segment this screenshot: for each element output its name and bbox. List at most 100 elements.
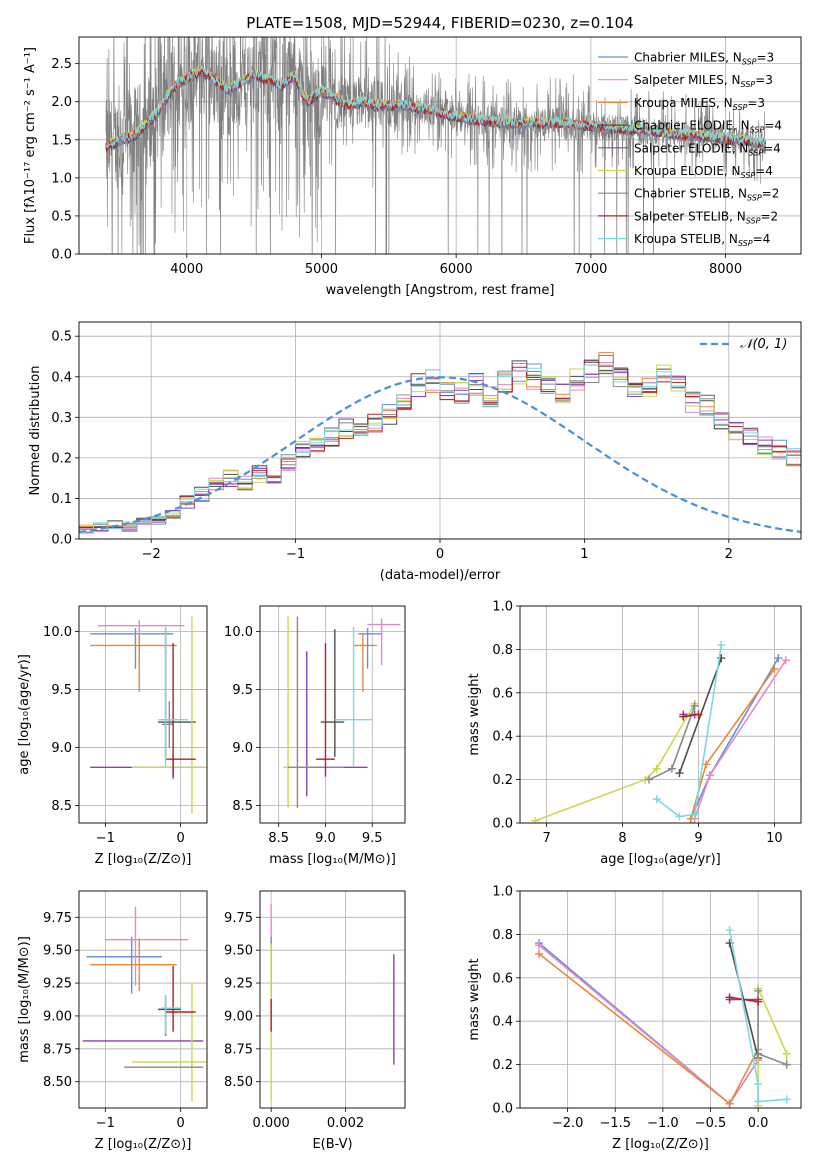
mass_weight_vs_age-frame [519, 605, 802, 824]
weight-line-kroupa_miles [690, 668, 776, 819]
mass_vs_ebv-ytick-label: 9.00 [224, 1009, 253, 1024]
mass_vs_Z-xtick-label: 0 [177, 1116, 185, 1131]
age_vs_Z-ytick-label: 10.0 [43, 625, 72, 640]
weight-point-chabrier_stelib [754, 986, 763, 995]
spectrum-xtick-label: 8000 [709, 262, 742, 277]
mass_vs_Z-panel: −1 0 8.50 8.75 9.00 9.25 9.50 9.75 Z [log₁₀(Z/Z⊙… [17, 890, 208, 1152]
mass_weight_vs_age-ylabel: mass weight [467, 673, 482, 755]
weight-line-kroupa_stelib [728, 929, 787, 1103]
mass_weight_vs_age-ytick-label: 1.0 [492, 600, 513, 615]
normal-distribution-curve [79, 376, 801, 533]
residuals-xtick-label: 0 [436, 547, 444, 562]
mass_weight_vs_Z-xtick-label: 0.0 [748, 1116, 769, 1131]
legend-label-chabrier_miles: Chabrier MILES, NSSP=3 [634, 51, 774, 67]
weight-point-chabrier_stelib [667, 764, 676, 773]
mass_vs_Z-ylabel: mass [log₁₀(M/M⊙)] [17, 936, 32, 1063]
weight-point-kroupa_miles [535, 949, 544, 958]
age_vs_Z-ytick-label: 8.5 [51, 799, 72, 814]
spectrum-ytick-label: 1.0 [51, 171, 72, 186]
mass_vs_ebv-xtick-label: 0.002 [327, 1116, 364, 1131]
age_vs_Z-ytick-label: 9.0 [51, 741, 72, 756]
mass_weight_vs_Z-xtick-label: −2.0 [552, 1116, 584, 1131]
mass_vs_ebv-xlabel: E(B-V) [312, 1137, 352, 1152]
weight-point-kroupa_stelib [725, 926, 734, 935]
spectrum-ytick-label: 0.5 [51, 209, 72, 224]
weight-line-salpeter_stelib [729, 996, 759, 1003]
residuals-panel: −2 −1 0 1 2 0.0 0.1 0.2 0.3 0.4 0.5 (data-model)/er… [28, 321, 802, 583]
mass_vs_ebv-ytick-label: 8.50 [224, 1075, 253, 1090]
age_vs_Z-ytick-label: 9.5 [51, 683, 72, 698]
age_vs_mass-plot-area [283, 616, 401, 808]
spectrum-ytick-label: 2.5 [51, 57, 72, 72]
residuals-ytick-label: 0.0 [51, 533, 72, 548]
age_vs_mass-ytick-label: 8.5 [232, 799, 253, 814]
histogram-salpeter_elodie [79, 360, 801, 539]
mass_weight_vs_Z-frame [519, 890, 802, 1109]
weight-point-salpeter_stelib [679, 712, 688, 721]
mass_vs_Z-frame [78, 890, 208, 1109]
legend-label-chabrier_stelib: Chabrier STELIB, NSSP=2 [634, 187, 779, 203]
mass_weight_vs_Z-xtick-label: −1.5 [599, 1116, 631, 1131]
weight-line-chabrier_stelib [757, 990, 787, 1066]
mass_weight_vs_Z-plot-area [535, 926, 791, 1108]
residuals-ytick-label: 0.2 [51, 451, 72, 466]
weight-line-salpeter_miles [693, 659, 787, 819]
age_vs_mass-xlabel: mass [log₁₀(M/M⊙)] [269, 852, 396, 867]
figure-title: PLATE=1508, MJD=52944, FIBERID=0230, z=0… [246, 14, 633, 32]
weight-point-kroupa_miles [702, 760, 711, 769]
age_vs_Z-plot-area [90, 616, 207, 814]
spectrum-legend: Chabrier MILES, NSSP=3 Salpeter MILES, NS… [598, 51, 782, 248]
weight-line-kroupa_elodie [534, 703, 696, 822]
mass_vs_ebv-frame [259, 890, 406, 1109]
weight-point-chabrier_stelib [782, 1060, 791, 1069]
residuals-frame [78, 321, 802, 540]
mass_weight_vs_age-xtick-label: 8 [618, 831, 626, 846]
normal-legend-label: 𝒩(0, 1) [740, 337, 787, 352]
residuals-ytick-label: 0.1 [51, 492, 72, 507]
age_vs_mass-xtick-label: 9.0 [315, 831, 336, 846]
mass_weight_vs_Z-xlabel: Z [log₁₀(Z/Z⊙)] [612, 1137, 709, 1152]
mass_weight_vs_age-xlabel: age [log₁₀(age/yr)] [600, 852, 721, 867]
residuals-xtick-label: −1 [286, 547, 305, 562]
spectrum-xlabel: wavelength [Angstrom, rest frame] [326, 283, 555, 298]
weight-point-chabrier_elodie [675, 769, 684, 778]
mass_weight_vs_Z-ytick-label: 0.0 [492, 1102, 513, 1117]
weight-point-salpeter_stelib [694, 710, 703, 719]
mass_weight_vs_age-ytick-label: 0.2 [492, 773, 513, 788]
spectrum-plot-area [105, 37, 767, 254]
age_vs_Z-frame [78, 605, 208, 824]
age_vs_mass-xtick-label: 8.5 [268, 831, 289, 846]
age_vs_mass-panel: 8.5 9.0 9.5 8.5 9.0 9.5 10.0 mass [log₁₀(M/M⊙)] [224, 605, 406, 867]
age_vs_mass-ytick-label: 9.0 [232, 741, 253, 756]
mass_weight_vs_age-xtick-label: 7 [542, 831, 550, 846]
weight-point-salpeter_miles [781, 656, 790, 665]
weight-point-kroupa_stelib [690, 810, 699, 819]
histogram-salpeter_miles [79, 362, 801, 539]
legend-label-salpeter_stelib: Salpeter STELIB, NSSP=2 [634, 209, 778, 225]
mass_vs_Z-ytick-label: 8.75 [43, 1042, 72, 1057]
residuals-xtick-label: 2 [725, 547, 733, 562]
mass_vs_Z-ytick-label: 8.50 [43, 1075, 72, 1090]
age_vs_mass-ytick-label: 10.0 [224, 625, 253, 640]
residuals-ytick-label: 0.3 [51, 411, 72, 426]
legend-label-salpeter_elodie: Salpeter ELODIE, NSSP=4 [634, 141, 781, 157]
mass_vs_ebv-plot-area [270, 904, 395, 1102]
weight-line-chabrier_elodie [728, 942, 759, 1059]
weight-point-salpeter_miles [535, 941, 544, 950]
weight-line-salpeter_miles [538, 944, 759, 1105]
mass_weight_vs_age-xtick-label: 10 [766, 831, 783, 846]
weight-point-kroupa_stelib [652, 795, 661, 804]
age_vs_Z-xtick-label: −1 [96, 831, 115, 846]
legend-label-chabrier_elodie: Chabrier ELODIE, NSSP=4 [634, 119, 782, 135]
mass_weight_vs_age-ytick-label: 0.0 [492, 817, 513, 832]
legend-label-kroupa_miles: Kroupa MILES, NSSP=3 [634, 96, 765, 112]
spectrum-ytick-label: 0.0 [51, 248, 72, 263]
weight-point-salpeter_stelib [725, 993, 734, 1002]
residuals-xlabel: (data-model)/error [380, 568, 501, 583]
weight-point-kroupa_elodie [782, 1049, 791, 1058]
weight-point-kroupa_stelib [675, 812, 684, 821]
histogram-salpeter_stelib [79, 361, 801, 539]
mass_vs_ebv-ytick-label: 9.75 [224, 911, 253, 926]
mass_vs_ebv-ytick-label: 8.75 [224, 1042, 253, 1057]
age_vs_Z-ylabel: age [log₁₀(age/yr)] [17, 654, 32, 775]
